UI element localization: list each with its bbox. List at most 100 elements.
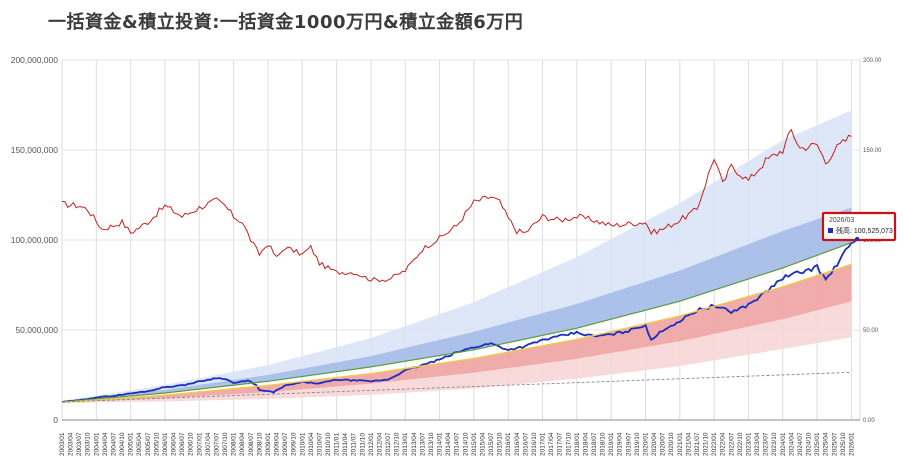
x-tick-label: 2015/01	[471, 432, 478, 456]
tooltip-point	[854, 236, 860, 242]
y-tick-label: 100,000,000	[11, 235, 59, 245]
x-tick-label: 2024/04	[788, 432, 795, 456]
x-tick-label: 2010/10	[325, 432, 332, 456]
page-title: 一括資金&積立投資:一括資金1000万円&積立金額6万円	[48, 12, 524, 33]
series-green-line	[61, 242, 852, 403]
x-tick-label: 2017/01	[540, 432, 547, 456]
x-tick-label: 2009/07	[282, 432, 289, 456]
x-tick-label: 2016/01	[505, 432, 512, 456]
x-tick-label: 2010/07	[316, 432, 323, 456]
x-tick-label: 2013/10	[428, 432, 435, 456]
x-tick-label: 2012/10	[394, 432, 401, 456]
x-tick-label: 2016/07	[522, 432, 529, 456]
series-lines	[61, 128, 858, 404]
x-tick-label: 2003/07	[76, 432, 83, 456]
x-tick-label: 2014/10	[462, 432, 469, 456]
y-tick-label: 0	[53, 415, 58, 425]
x-tick-label: 2006/01	[162, 432, 169, 456]
x-tick-label: 2008/10	[256, 432, 263, 456]
x-tick-label: 2013/07	[419, 432, 426, 456]
y-tick-label: 50,000,000	[15, 325, 58, 335]
y-tick-label: 150,000,000	[11, 145, 59, 155]
x-tick-label: 2015/04	[480, 432, 487, 456]
x-tick-label: 2018/01	[574, 432, 581, 456]
x-tick-label: 2008/01	[231, 432, 238, 456]
x-tick-label: 2016/04	[514, 432, 521, 456]
x-tick-label: 2025/10	[840, 432, 847, 456]
x-tick-label: 2004/10	[119, 432, 126, 456]
x-tick-label: 2011/07	[351, 433, 358, 456]
series-principal-line	[61, 371, 852, 403]
x-tick-label: 2003/01	[59, 432, 66, 456]
x-tick-label: 2021/10	[703, 432, 710, 456]
x-tick-label: 2020/10	[668, 432, 675, 456]
x-tick-label: 2019/10	[634, 432, 641, 456]
x-tick-label: 2017/04	[548, 432, 555, 456]
x-tick-label: 2018/04	[582, 432, 589, 456]
x-tick-label: 2005/10	[153, 432, 160, 456]
x-tick-label: 2018/10	[600, 432, 607, 456]
x-tick-label: 2019/04	[617, 432, 624, 456]
x-tick-label: 2017/07	[557, 432, 564, 456]
x-tick-label: 2004/04	[102, 432, 109, 456]
x-tick-label: 2003/04	[68, 432, 75, 456]
x-tick-label: 2013/01	[402, 432, 409, 456]
x-tick-label: 2025/01	[814, 432, 821, 456]
x-tick-label: 2019/01	[608, 432, 615, 456]
x-tick-label: 2020/04	[651, 432, 658, 456]
x-tick-label: 2005/07	[145, 432, 152, 456]
x-tick-label: 2010/01	[299, 432, 306, 456]
x-tick-label: 2014/04	[445, 432, 452, 456]
x-tick-label: 2006/04	[171, 432, 178, 456]
x-tick-label: 2005/04	[136, 432, 143, 456]
x-tick-label: 2019/07	[625, 432, 632, 456]
band-red-inner	[62, 264, 852, 403]
x-tick-label: 2011/10	[359, 433, 366, 456]
x-tick-label: 2012/07	[385, 432, 392, 456]
x-tick-label: 2024/10	[806, 432, 813, 456]
series-price-line	[61, 128, 852, 283]
band-red-outer	[62, 264, 852, 403]
tooltip-value: 残高: 100,525,073	[836, 226, 893, 235]
x-tick-label: 2025/04	[823, 432, 830, 456]
x-tick-label: 2016/10	[531, 432, 538, 456]
x-tick-label: 2021/04	[685, 432, 692, 456]
x-tick-label: 2007/10	[222, 432, 229, 456]
x-tick-label: 2021/07	[694, 432, 701, 456]
x-tick-label: 2023/01	[746, 432, 753, 456]
y2-tick-label: 200.00	[863, 58, 882, 64]
x-tick-label: 2007/04	[205, 432, 212, 456]
x-tick-label: 2023/07	[763, 432, 770, 456]
x-tick-label: 2013/04	[411, 432, 418, 456]
x-tick-label: 2007/07	[214, 432, 221, 456]
x-tick-label: 2014/07	[454, 432, 461, 456]
x-tick-label: 2009/10	[291, 432, 298, 456]
x-tick-label: 2022/04	[720, 432, 727, 456]
x-tick-label: 2021/01	[677, 432, 684, 456]
x-tick-label: 2011/01	[334, 433, 341, 456]
x-tick-label: 2020/07	[660, 432, 667, 456]
x-tick-label: 2012/04	[377, 432, 384, 456]
x-tick-label: 2006/10	[188, 432, 195, 456]
tooltip-swatch	[828, 228, 833, 233]
x-tick-label: 2022/07	[728, 432, 735, 456]
x-tick-label: 2010/04	[308, 432, 315, 456]
x-tick-label: 2004/01	[93, 432, 100, 456]
y2-tick-label: 0.00	[863, 418, 875, 424]
y-axis-left: 0 50,000,000 100,000,000 150,000,000 200,000…	[11, 55, 59, 425]
tooltip: 2026/03 残高: 100,525,073	[821, 211, 897, 242]
x-tick-label: 2004/07	[111, 432, 118, 456]
x-tick-label: 2022/10	[737, 432, 744, 456]
x-tick-label: 2018/07	[591, 432, 598, 456]
x-tick-label: 2024/07	[797, 432, 804, 456]
x-tick-label: 2008/04	[239, 432, 246, 456]
series-yellow-line	[61, 263, 852, 404]
x-tick-label: 2008/07	[248, 432, 255, 456]
y2-tick-label: 50.00	[863, 328, 879, 334]
x-tick-label: 2011/04	[342, 433, 349, 456]
x-tick-label: 2006/07	[179, 432, 186, 456]
x-tick-label: 2014/01	[437, 432, 444, 456]
x-tick-label: 2025/07	[831, 432, 838, 456]
tooltip-date: 2026/03	[829, 217, 854, 224]
